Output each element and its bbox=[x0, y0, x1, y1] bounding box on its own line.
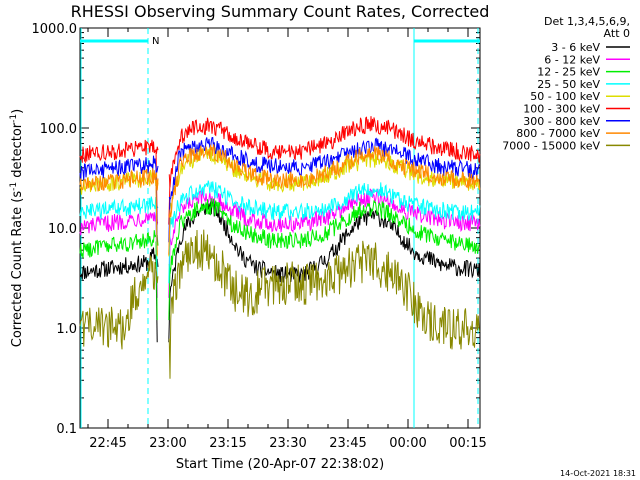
legend-entry-label: 7000 - 15000 keV bbox=[502, 139, 600, 152]
y-axis-label-sup2: -1 bbox=[9, 114, 19, 123]
series-line bbox=[79, 144, 481, 218]
y-tick-label: 1000.0 bbox=[32, 22, 78, 37]
legend-entry-label: 3 - 6 keV bbox=[551, 41, 600, 54]
series-line bbox=[168, 293, 171, 343]
y-axis-label-main: Corrected Count Rate (s bbox=[10, 191, 25, 348]
y-axis-label-sup1: -1 bbox=[9, 182, 19, 191]
plot-area: 0.1 1.0 10.0 100.0 1000.0 22:45 23:00 23:15 23:3… bbox=[32, 22, 487, 451]
y-axis-label-mid: detector bbox=[10, 122, 25, 182]
series-line bbox=[79, 200, 481, 297]
series-line bbox=[79, 229, 481, 379]
series-line bbox=[79, 116, 481, 188]
series-line bbox=[168, 213, 171, 255]
y-tick-label: 0.1 bbox=[56, 422, 77, 437]
y-tick-label: 100.0 bbox=[40, 122, 77, 137]
legend-entry-label: 6 - 12 keV bbox=[544, 53, 600, 66]
series-line bbox=[79, 188, 481, 246]
x-tick-label: 22:45 bbox=[89, 436, 126, 451]
y-axis-label-end: ) bbox=[10, 109, 25, 114]
legend-entry-label: 100 - 300 keV bbox=[523, 103, 600, 116]
legend-entry-label: 300 - 800 keV bbox=[523, 115, 600, 128]
x-tick-label: 23:15 bbox=[209, 436, 246, 451]
legend-header-line2: Att 0 bbox=[604, 27, 630, 40]
legend-entry-label: 12 - 25 keV bbox=[537, 66, 600, 79]
series-line bbox=[79, 180, 481, 230]
legend-header-line1: Det 1,3,4,5,6,9, bbox=[544, 15, 630, 28]
x-tick-label: 00:15 bbox=[449, 436, 486, 451]
chart-title: RHESSI Observing Summary Count Rates, Co… bbox=[71, 2, 490, 21]
legend-entry-label: 800 - 7000 keV bbox=[516, 127, 600, 140]
y-tick-label: 10.0 bbox=[48, 222, 77, 237]
y-tick-label: 1.0 bbox=[56, 322, 77, 337]
x-axis-label: Start Time (20-Apr-07 22:38:02) bbox=[176, 457, 384, 472]
y-axis-label: Corrected Count Rate (s-1 detector-1) bbox=[9, 109, 25, 347]
x-tick-label: 00:00 bbox=[389, 436, 426, 451]
legend-entry-label: 25 - 50 keV bbox=[537, 78, 600, 91]
series-line bbox=[155, 179, 158, 255]
series-line bbox=[79, 198, 481, 274]
series-line bbox=[168, 267, 171, 321]
night-marker-label: N bbox=[152, 36, 159, 47]
date-stamp: 14-Oct-2021 18:31 bbox=[560, 469, 636, 478]
x-tick-label: 23:00 bbox=[149, 436, 186, 451]
x-tick-label: 23:45 bbox=[329, 436, 366, 451]
x-tick-label: 23:30 bbox=[269, 436, 306, 451]
legend-entry-label: 50 - 100 keV bbox=[530, 90, 600, 103]
